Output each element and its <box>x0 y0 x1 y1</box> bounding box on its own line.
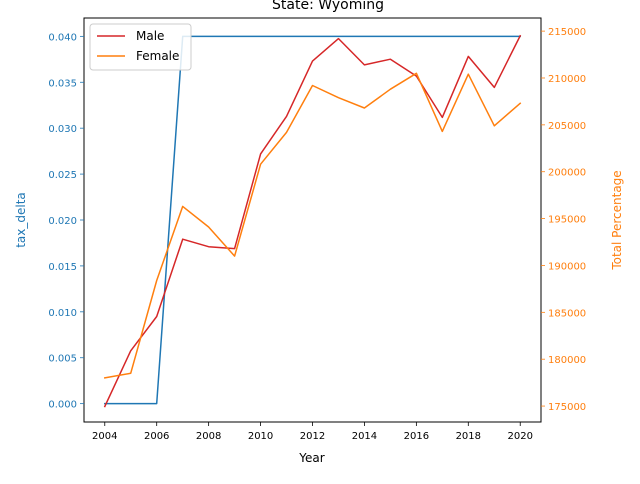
left-y-tick-label: 0.020 <box>48 216 77 227</box>
left-y-tick-label: 0.010 <box>48 308 77 319</box>
right-y-tick-label: 180000 <box>548 355 586 366</box>
right-y-tick-label: 200000 <box>548 168 586 179</box>
right-y-tick-label: 175000 <box>548 402 586 413</box>
right-y-axis-label: Total Percentage <box>610 170 624 270</box>
left-y-axis-label: tax_delta <box>14 192 28 248</box>
legend-label: Female <box>136 49 179 63</box>
right-y-axis: 175000 180000 185000 190000 195000 200000 2050… <box>541 27 586 413</box>
left-y-tick-label: 0.025 <box>48 170 77 181</box>
left-y-tick-label: 0.035 <box>48 78 77 89</box>
x-axis-label: Year <box>298 451 324 465</box>
x-tick-label: 2020 <box>508 431 533 442</box>
x-tick-label: 2014 <box>352 431 377 442</box>
left-y-tick-label: 0.030 <box>48 124 77 135</box>
x-tick-label: 2012 <box>300 431 325 442</box>
right-y-tick-label: 195000 <box>548 215 586 226</box>
left-y-axis: 0.000 0.005 0.010 0.015 0.020 0.025 0.030 0.035… <box>48 32 84 411</box>
x-tick-label: 2010 <box>248 431 273 442</box>
series-layer <box>103 34 522 408</box>
right-y-tick-label: 185000 <box>548 308 586 319</box>
x-tick-label: 2016 <box>404 431 429 442</box>
legend-label: Male <box>136 29 164 43</box>
series-line-tax-delta <box>104 35 521 405</box>
left-y-tick-label: 0.000 <box>48 400 77 411</box>
x-axis: 2004 2006 2008 2010 2012 2014 2016 2018 2020 <box>92 422 533 442</box>
left-y-tick-label: 0.005 <box>48 354 77 365</box>
right-y-tick-label: 215000 <box>548 27 586 38</box>
x-tick-label: 2004 <box>92 431 117 442</box>
right-y-tick-label: 210000 <box>548 74 586 85</box>
left-y-tick-label: 0.040 <box>48 32 77 43</box>
chart-title: State: Wyoming <box>272 0 384 13</box>
legend: Male Female <box>89 23 192 71</box>
left-y-tick-label: 0.015 <box>48 262 77 273</box>
x-tick-label: 2018 <box>456 431 481 442</box>
right-y-tick-label: 190000 <box>548 261 586 272</box>
plot-frame <box>83 17 542 423</box>
right-y-tick-label: 205000 <box>548 121 586 132</box>
x-tick-label: 2006 <box>144 431 169 442</box>
series-line-female <box>103 72 522 379</box>
series-line-male <box>103 34 522 408</box>
x-tick-label: 2008 <box>196 431 221 442</box>
